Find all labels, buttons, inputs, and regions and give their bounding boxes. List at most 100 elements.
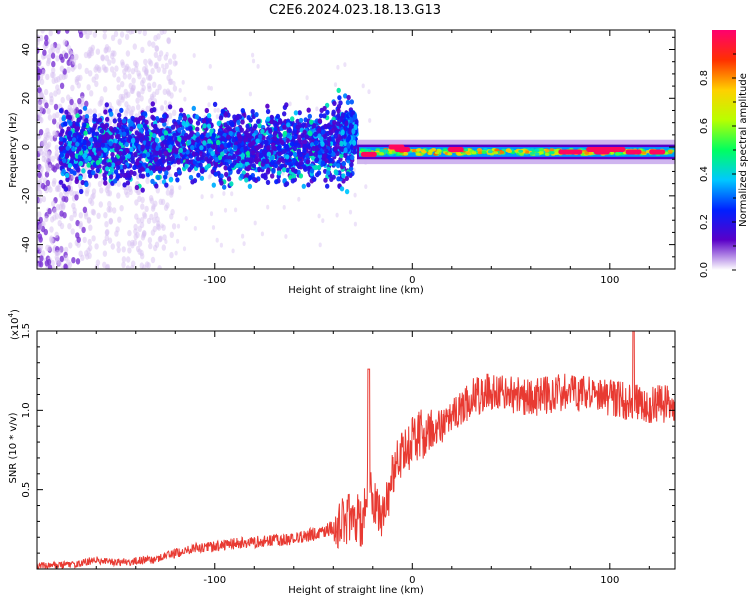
spectrogram-cell	[37, 95, 40, 103]
spectrogram-cell	[151, 165, 156, 171]
spectrogram-cell	[69, 214, 74, 222]
spectrogram-cell	[134, 130, 140, 136]
spectrogram-x-tick-label: 0	[409, 275, 415, 286]
spectrogram-cell	[584, 151, 590, 155]
spectrogram-cell	[133, 151, 138, 157]
spectrogram-cell	[137, 188, 142, 196]
spectrogram-cell	[553, 151, 559, 156]
spectrogram-cell	[126, 256, 131, 263]
spectrogram-cell	[126, 153, 131, 159]
spectrogram-cell	[120, 96, 125, 103]
spectrogram-cell	[339, 116, 344, 123]
spectrogram-cell	[137, 30, 142, 35]
spectrogram-cell	[63, 196, 69, 203]
spectrogram-cell	[333, 145, 338, 152]
spectrogram-cell	[336, 64, 340, 70]
spectrogram-cell	[104, 55, 110, 62]
spectrogram-cell	[287, 127, 293, 134]
spectrogram-cell	[44, 150, 50, 157]
spectrogram-cell	[199, 145, 204, 151]
spectrogram-cell	[108, 174, 114, 180]
snr-x-tick-label: 0	[409, 575, 415, 586]
spectrogram-cell	[127, 73, 132, 80]
spectrogram-cell	[65, 153, 70, 159]
spectrogram-cell	[104, 123, 109, 129]
spectrogram-cell	[140, 187, 145, 193]
spectrogram-cell	[322, 113, 327, 119]
spectrogram-cell	[82, 30, 87, 35]
spectrogram-cell	[265, 116, 271, 122]
spectrogram-cell	[344, 120, 349, 127]
spectrogram-cell	[40, 250, 46, 257]
spectrogram-cell	[530, 151, 535, 155]
spectrogram-cell	[276, 145, 281, 151]
snr-panel: -100 0 100 0.5 1.0 1.5 Height of straight lin…	[7, 309, 676, 596]
spectrogram-cell	[104, 234, 110, 241]
spectrogram-cell	[130, 68, 136, 75]
spectrogram-cell	[261, 173, 267, 179]
spectrogram-cell	[330, 127, 336, 133]
snr-axes: -100 0 100 0.5 1.0 1.5	[21, 323, 675, 586]
spectrogram-cell	[99, 187, 104, 194]
spectrogram-cell	[122, 164, 128, 170]
spectrogram-cell	[182, 147, 187, 153]
spectrogram-cell	[549, 151, 555, 155]
spectrogram-cell	[306, 182, 311, 188]
spectrogram-cell	[110, 152, 115, 158]
spectrogram-cell	[343, 147, 348, 154]
spectrogram-cell	[121, 155, 126, 161]
spectrogram-cell	[250, 109, 255, 115]
spectrogram-cell	[214, 157, 219, 163]
spectrogram-cell	[47, 264, 53, 269]
spectrogram-cell	[37, 39, 40, 46]
spectrogram-cell	[55, 84, 60, 91]
spectrogram-cell	[248, 156, 254, 162]
spectrogram-cell	[142, 111, 148, 117]
spectrogram-cell	[112, 126, 118, 132]
spectrogram-cell	[158, 198, 163, 205]
spectrogram-cell	[177, 169, 182, 175]
spectrogram-cell	[154, 183, 159, 189]
spectrogram-cell	[158, 50, 164, 57]
spectrogram-cell	[84, 114, 90, 120]
spectrogram-cell	[77, 63, 82, 70]
spectrogram-cell	[343, 93, 348, 99]
spectrogram-cell	[226, 134, 231, 140]
spectrogram-cell	[161, 224, 166, 231]
spectrogram-cell	[101, 134, 107, 140]
spectrogram-cell	[163, 150, 168, 157]
spectrogram-cell	[322, 153, 327, 159]
spectrogram-cell	[186, 139, 192, 146]
spectrogram-cell	[92, 116, 97, 122]
spectrogram-cell	[121, 127, 126, 133]
spectrogram-cell	[140, 88, 145, 95]
spectrogram-cell	[81, 226, 86, 234]
spectrogram-cell	[52, 113, 57, 120]
spectrogram-cell	[107, 200, 112, 208]
chart-title: C2E6.2024.023.18.13.G13	[269, 3, 441, 18]
spectrogram-cell	[154, 45, 160, 52]
spectrogram-cell	[346, 155, 351, 161]
spectrogram-cell	[198, 162, 203, 168]
spectrogram-cell	[92, 108, 97, 115]
spectrogram-cell	[195, 126, 200, 132]
spectrogram-cell	[230, 191, 234, 197]
snr-y-tick-label: 0.5	[21, 482, 32, 498]
spectrogram-cell	[155, 145, 160, 151]
spectrogram-cell	[352, 148, 357, 155]
spectrogram-cell	[84, 181, 89, 187]
spectrogram-cell	[45, 244, 50, 251]
spectrogram-cell	[302, 139, 308, 145]
spectrogram-cell	[66, 66, 71, 74]
spectrogram-cell	[216, 120, 221, 127]
spectrogram-cell	[343, 152, 348, 158]
spectrogram-cell	[248, 117, 253, 123]
spectrogram-cell	[157, 265, 162, 269]
spectrogram-cell	[110, 52, 115, 60]
spectrogram-cell	[92, 147, 97, 153]
spectrogram-cell	[215, 237, 219, 243]
spectrogram-cell	[41, 151, 46, 158]
spectrogram-cell	[341, 161, 346, 167]
spectrogram-cell	[44, 260, 50, 267]
